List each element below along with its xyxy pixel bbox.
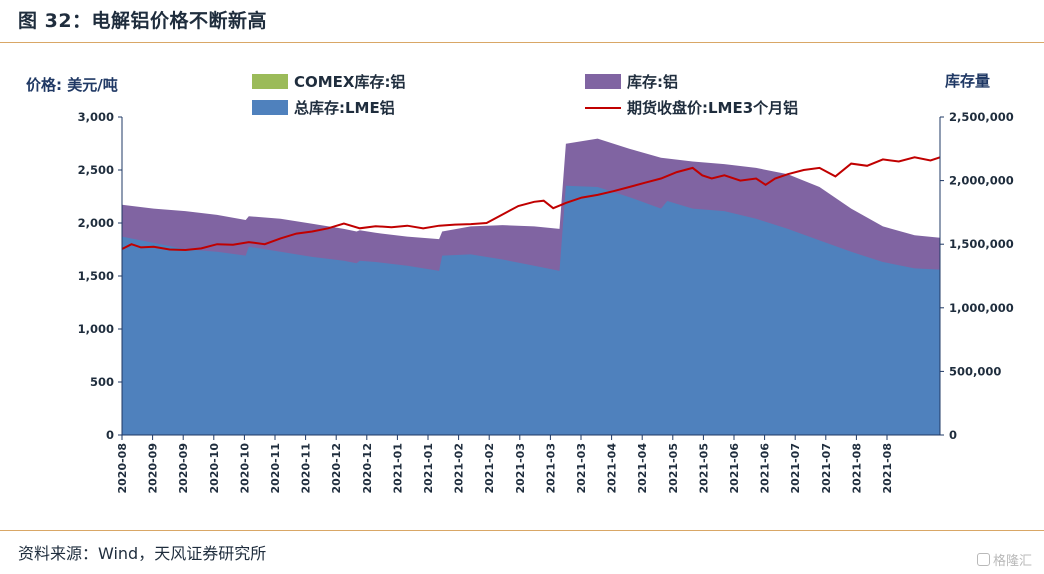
x-tick-label: 2021-03: [575, 443, 588, 494]
x-tick-label: 2021-05: [697, 443, 710, 494]
chart-price-line: [121, 156, 941, 252]
legend-label-total: 库存:铝: [627, 73, 678, 91]
chart-axes: 0 500 1,000 1,500 2,000 2,500 3,000 0 500,000 1,0…: [78, 110, 1014, 494]
x-tick-label: 2021-08: [850, 443, 863, 494]
source-note: 资料来源：Wind，天风证券研究所: [18, 544, 267, 563]
x-tick-label: 2020-10: [238, 443, 251, 494]
left-tick-label: 500: [90, 375, 114, 389]
bottom-rule: [0, 530, 1044, 531]
x-tick-label: 2020-10: [208, 443, 221, 494]
watermark: 格隆汇: [976, 550, 1032, 569]
watermark-logo-icon: [976, 553, 990, 566]
legend-swatch-lme: [252, 100, 288, 115]
lme-inventory-area: [122, 185, 940, 435]
x-tick-label: 2020-09: [147, 443, 160, 494]
top-rule: [0, 42, 1044, 43]
x-tick-label: 2020-09: [177, 443, 190, 494]
x-tick-label: 2021-01: [422, 443, 435, 494]
legend-swatch-total: [585, 74, 621, 89]
x-tick-label: 2020-08: [116, 443, 129, 494]
x-tick-label: 2020-12: [330, 443, 343, 494]
left-tick-label: 1,000: [78, 322, 114, 336]
left-tick-label: 2,500: [78, 163, 114, 177]
legend-label-comex: COMEX库存:铝: [294, 73, 406, 91]
right-tick-label: 0: [949, 428, 957, 442]
right-tick-label: 1,000,000: [949, 301, 1014, 315]
x-tick-label: 2020-12: [361, 443, 374, 494]
right-tick-label: 2,500,000: [949, 110, 1014, 124]
x-tick-label: 2021-01: [391, 443, 404, 494]
right-axis-label: 库存量: [945, 72, 990, 90]
right-tick-label: 1,500,000: [949, 237, 1014, 251]
legend-label-price: 期货收盘价:LME3个月铝: [627, 99, 798, 117]
figure-title: 图 32：电解铝价格不断新高: [18, 10, 268, 32]
x-tick-label: 2021-03: [514, 443, 527, 494]
x-tick-label: 2021-04: [636, 443, 649, 494]
x-tick-label: 2021-02: [453, 443, 466, 494]
left-tick-label: 2,000: [78, 216, 114, 230]
x-tick-label: 2021-08: [881, 443, 894, 494]
left-tick-label: 0: [106, 428, 114, 442]
price-line: [121, 156, 941, 252]
x-tick-label: 2021-06: [759, 443, 772, 494]
left-axis-label: 价格: 美元/吨: [26, 76, 118, 94]
left-tick-label: 1,500: [78, 269, 114, 283]
legend-label-lme: 总库存:LME铝: [294, 99, 395, 117]
x-tick-label: 2021-05: [667, 443, 680, 494]
watermark-text: 格隆汇: [992, 554, 1032, 569]
x-tick-label: 2021-06: [728, 443, 741, 494]
x-tick-label: 2021-03: [544, 443, 557, 494]
left-tick-label: 3,000: [78, 110, 114, 124]
x-tick-label: 2021-07: [789, 443, 802, 494]
x-tick-label: 2020-11: [300, 443, 313, 494]
x-tick-label: 2021-07: [820, 443, 833, 494]
legend-swatch-comex: [252, 74, 288, 89]
chart-areas: [122, 138, 940, 435]
x-tick-label: 2021-02: [483, 443, 496, 494]
x-tick-label: 2021-04: [606, 443, 619, 494]
x-tick-label: 2020-11: [269, 443, 282, 494]
right-tick-label: 500,000: [949, 364, 1001, 378]
right-tick-label: 2,000,000: [949, 174, 1014, 188]
